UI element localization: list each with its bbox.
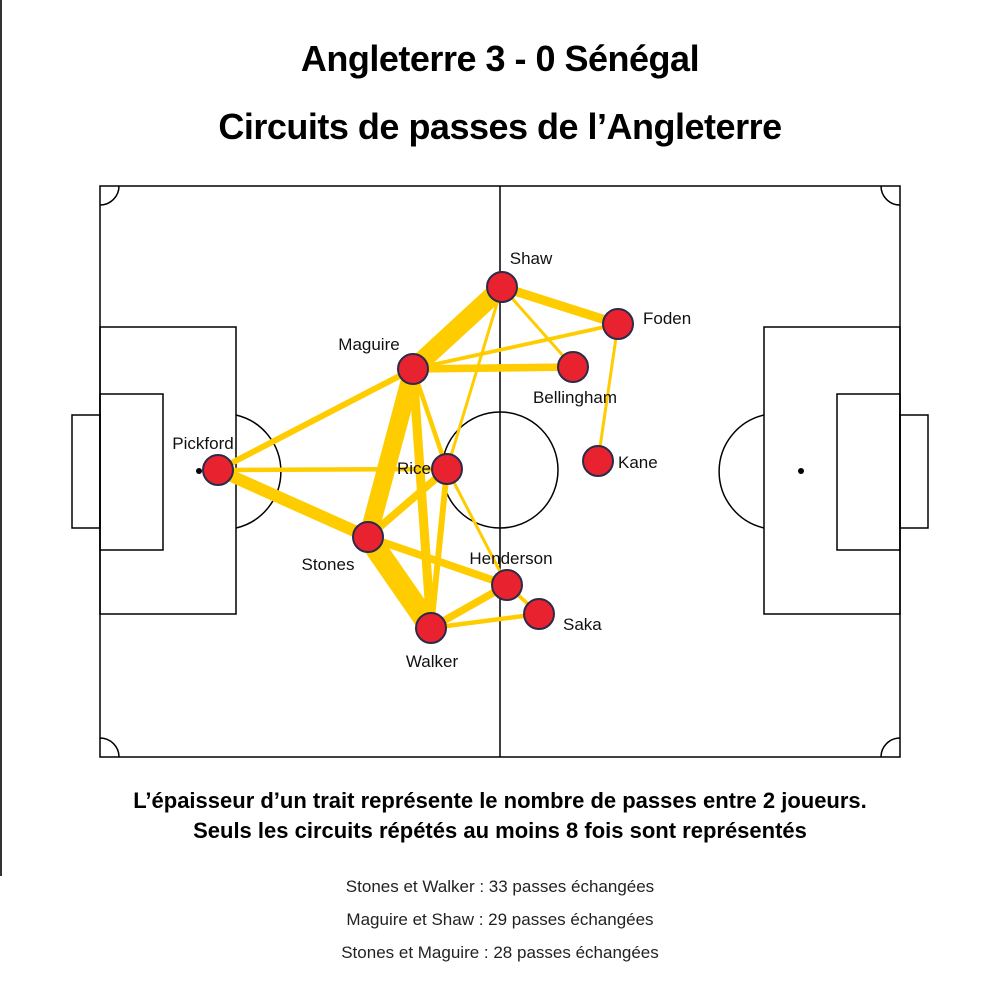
pass-link-pickford-maguire: [215, 366, 416, 473]
player-node-bellingham: [557, 351, 589, 383]
pass-link-shaw-foden: [497, 282, 623, 329]
player-node-kane: [582, 445, 614, 477]
pass-link-maguire-bellingham: [409, 363, 577, 373]
stat-line: Stones et Walker : 33 passes échangées: [345, 877, 655, 896]
pass-link-walker-saka: [428, 611, 542, 631]
left-penalty-spot: [196, 468, 202, 474]
pass-link-stones-maguire: [358, 359, 423, 547]
pass-link-pickford-stones: [211, 463, 375, 544]
player-label-saka: Saka: [563, 615, 602, 634]
stat-line: Stones et Maguire : 28 passes échangées: [341, 943, 659, 962]
player-label-walker: Walker: [406, 652, 459, 671]
right-goal: [899, 414, 929, 529]
pass-link-maguire-walker: [408, 364, 436, 633]
right-penalty-spot: [798, 468, 804, 474]
player-nodes: [202, 271, 634, 644]
stat-line: Maguire et Shaw : 29 passes échangées: [346, 910, 654, 929]
left-goal-area: [99, 393, 164, 551]
corner-arc-bottom-left: [99, 737, 120, 758]
player-node-stones: [352, 521, 384, 553]
player-node-shaw: [486, 271, 518, 303]
left-goal: [71, 414, 101, 529]
player-label-stones: Stones: [302, 555, 355, 574]
pass-link-rice-stones: [364, 465, 451, 541]
player-node-saka: [523, 598, 555, 630]
pass-links: [211, 277, 623, 639]
pass-link-maguire-foden: [411, 322, 620, 371]
player-node-henderson: [491, 569, 523, 601]
corner-arc-top-left: [99, 185, 120, 206]
player-node-maguire: [397, 353, 429, 385]
pass-link-rice-walker: [428, 466, 450, 631]
pass-link-foden-kane: [596, 322, 620, 463]
pass-link-rice-henderson: [445, 467, 509, 587]
player-node-pickford: [202, 454, 234, 486]
player-node-walker: [415, 612, 447, 644]
pass-link-pickford-rice: [215, 466, 450, 473]
page-title: Angleterre 3 - 0 Sénégal: [300, 38, 700, 79]
right-goal-area: [836, 393, 901, 551]
player-label-maguire: Maguire: [338, 335, 399, 354]
page-frame: [0, 0, 1000, 876]
player-label-henderson: Henderson: [469, 549, 552, 568]
player-labels: Pickford Maguire Shaw Foden Bellingham Kane Ri…: [172, 249, 691, 671]
corner-arc-bottom-right: [880, 737, 901, 758]
player-label-shaw: Shaw: [510, 249, 553, 268]
pass-link-maguire-rice: [410, 366, 450, 472]
player-node-foden: [602, 308, 634, 340]
pass-link-shaw-rice: [445, 285, 504, 471]
player-label-pickford: Pickford: [172, 434, 233, 453]
caption-line-2: Seuls les circuits répétés au moins 8 fo…: [193, 818, 807, 843]
right-penalty-area: [763, 326, 901, 615]
player-label-kane: Kane: [618, 453, 658, 472]
pass-link-stones-walker: [357, 526, 442, 639]
right-penalty-arc: [718, 414, 765, 529]
player-label-foden: Foden: [643, 309, 691, 328]
caption-line-1: L’épaisseur d’un trait représente le nom…: [133, 788, 867, 813]
player-label-rice: Rice: [397, 459, 431, 478]
pass-link-maguire-shaw: [403, 277, 512, 379]
corner-arc-top-right: [880, 185, 901, 206]
player-node-rice: [431, 453, 463, 485]
pitch-markings: [71, 185, 929, 758]
page-subtitle: Circuits de passes de l’Angleterre: [218, 106, 782, 147]
player-label-bellingham: Bellingham: [533, 388, 617, 407]
pass-link-shaw-bellingham: [500, 285, 575, 369]
